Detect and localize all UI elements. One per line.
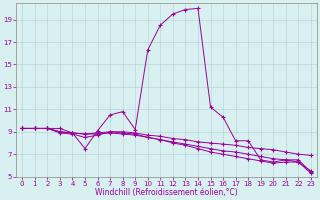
X-axis label: Windchill (Refroidissement éolien,°C): Windchill (Refroidissement éolien,°C) [95,188,238,197]
